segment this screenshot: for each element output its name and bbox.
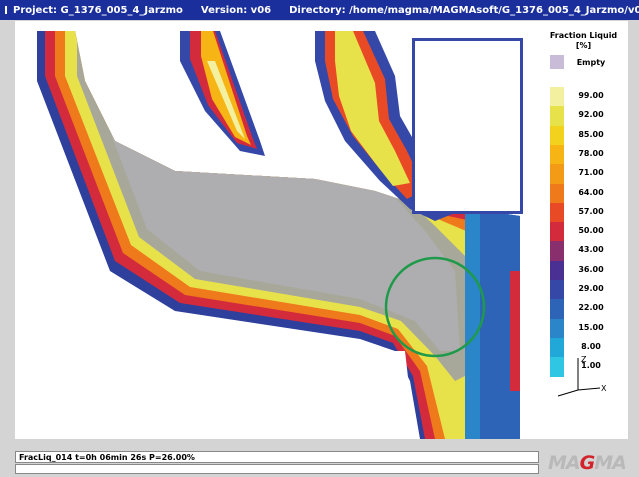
axis-z-label: Z xyxy=(581,355,587,364)
project-label: Project: G_1376_005_4_Jarzmo xyxy=(13,4,183,16)
axis-x-label: X xyxy=(601,384,607,393)
version-label: Version: v06 xyxy=(200,4,272,16)
window-title-bar: Project: G_1376_005_4_Jarzmo Version: v0… xyxy=(0,0,639,20)
legend-label: 1.00 xyxy=(581,361,601,371)
legend-label: 71.00 xyxy=(578,168,604,178)
legend-label: 64.00 xyxy=(578,187,604,197)
legend-label: 99.00 xyxy=(578,91,604,100)
legend-label: 22.00 xyxy=(578,303,604,313)
legend-swatch xyxy=(550,144,564,165)
status-bar: FracLiq_014 t=0h 06min 26s P=26.00% xyxy=(15,451,539,463)
legend-swatch xyxy=(550,106,564,127)
legend-swatch xyxy=(550,87,564,107)
legend-title-line2: [%] xyxy=(575,41,592,50)
status-bar-secondary xyxy=(15,464,539,474)
legend-label: 36.00 xyxy=(578,264,604,274)
logo-text-1: MA xyxy=(548,452,581,474)
legend-label: 85.00 xyxy=(578,129,604,139)
legend-title-line1: Fraction Liquid xyxy=(549,31,618,40)
legend-title: Fraction Liquid [%] xyxy=(539,31,628,51)
legend-label: 29.00 xyxy=(578,284,604,293)
legend-swatch xyxy=(550,222,564,242)
simulation-viewport[interactable] xyxy=(15,21,539,439)
legend-label: 8.00 xyxy=(581,341,601,351)
casting-section-plot xyxy=(15,31,523,439)
legend-swatch xyxy=(550,183,564,204)
legend-swatch xyxy=(550,357,564,377)
legend-swatch xyxy=(550,202,564,223)
logo-text-2: MA xyxy=(594,452,627,474)
status-text: FracLiq_014 t=0h 06min 26s P=26.00% xyxy=(19,453,195,462)
legend-swatch xyxy=(550,280,564,300)
legend-label: 15.00 xyxy=(578,322,604,332)
window-menu-icon[interactable] xyxy=(5,6,7,14)
legend-label: 78.00 xyxy=(578,148,604,158)
axis-triad: Z X xyxy=(557,355,607,397)
legend-swatch xyxy=(550,260,564,281)
legend-swatch xyxy=(550,241,564,262)
legend-label: 50.00 xyxy=(578,226,604,236)
legend-label: 43.00 xyxy=(578,245,604,255)
legend-swatch xyxy=(550,164,564,184)
legend-swatch-empty xyxy=(550,55,564,69)
legend-label-empty: Empty xyxy=(576,58,606,67)
legend-label: 57.00 xyxy=(578,206,604,216)
magma-logo: MAGMA xyxy=(548,452,634,474)
color-legend: Fraction Liquid [%] Empty 99.00 92.00 85.00… xyxy=(539,21,628,439)
highlight-circle xyxy=(384,256,486,358)
legend-swatch xyxy=(550,299,564,320)
legend-swatch xyxy=(550,318,564,339)
logo-text-g: G xyxy=(579,452,596,474)
legend-swatch xyxy=(550,337,564,358)
legend-label: 92.00 xyxy=(578,110,604,120)
directory-label: Directory: /home/magma/MAGMAsoft/G_1376_… xyxy=(289,4,639,16)
legend-swatch xyxy=(550,125,564,146)
